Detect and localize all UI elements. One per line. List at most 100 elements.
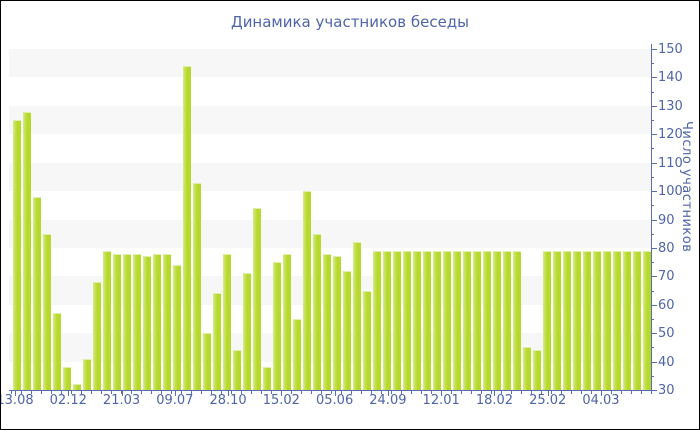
y-tick-label: 80 xyxy=(658,240,675,256)
bar xyxy=(343,270,351,390)
x-tick-label: 24.09 xyxy=(369,393,407,408)
bar xyxy=(263,367,271,390)
grid-band xyxy=(9,77,651,106)
bar xyxy=(223,253,231,390)
y-minor-tick xyxy=(651,176,654,178)
grid-band xyxy=(9,134,651,163)
y-minor-tick xyxy=(651,262,654,264)
bar xyxy=(283,253,291,390)
y-major-tick xyxy=(651,390,657,391)
x-minor-tick xyxy=(571,391,572,394)
x-tick-label: 04.03 xyxy=(582,393,620,408)
x-minor-tick xyxy=(551,391,552,394)
x-minor-tick xyxy=(371,391,372,394)
x-major-tick xyxy=(15,391,16,396)
bar xyxy=(393,250,401,390)
x-minor-tick xyxy=(491,391,492,394)
x-minor-tick xyxy=(561,391,562,394)
y-major-tick xyxy=(651,276,657,278)
grid-band xyxy=(9,162,651,192)
bar xyxy=(153,253,161,390)
y-minor-tick xyxy=(651,63,654,65)
x-minor-tick xyxy=(221,391,222,394)
bar xyxy=(463,250,471,390)
x-minor-tick xyxy=(241,391,242,394)
y-minor-tick xyxy=(651,347,654,349)
bar xyxy=(63,367,71,390)
x-minor-tick xyxy=(171,391,172,394)
bar xyxy=(533,350,541,390)
bar xyxy=(333,256,341,390)
bar xyxy=(553,250,561,390)
x-minor-tick xyxy=(51,391,52,394)
x-minor-tick xyxy=(651,391,652,394)
x-minor-tick xyxy=(291,391,292,394)
bar xyxy=(43,233,51,390)
bar xyxy=(203,333,211,390)
x-minor-tick xyxy=(131,391,132,394)
y-major-tick xyxy=(651,191,657,193)
x-minor-tick xyxy=(91,391,92,394)
x-minor-tick xyxy=(161,391,162,394)
bar xyxy=(623,250,631,390)
x-major-tick xyxy=(281,391,283,396)
bar xyxy=(503,250,511,390)
bar xyxy=(73,384,81,390)
bar xyxy=(593,250,601,390)
x-minor-tick xyxy=(351,391,352,394)
y-major-tick xyxy=(651,361,657,363)
x-minor-tick xyxy=(181,391,182,394)
x-minor-tick xyxy=(431,391,432,394)
y-tick-label: 90 xyxy=(658,212,675,228)
bar xyxy=(543,250,551,390)
x-minor-tick xyxy=(391,391,392,394)
bar xyxy=(613,250,621,390)
y-tick-label: 40 xyxy=(658,354,675,370)
x-minor-tick xyxy=(411,391,412,394)
x-minor-tick xyxy=(631,391,632,394)
x-minor-tick xyxy=(401,391,402,394)
y-tick-label: 150 xyxy=(658,42,683,57)
x-minor-tick xyxy=(251,391,252,394)
x-minor-tick xyxy=(481,391,482,394)
bar xyxy=(23,111,31,390)
x-minor-tick xyxy=(311,391,312,394)
bar xyxy=(13,120,21,390)
x-tick-label: 25.02 xyxy=(529,393,567,408)
x-minor-tick xyxy=(621,391,622,394)
bar xyxy=(143,256,151,390)
bar xyxy=(413,250,421,390)
bar xyxy=(483,250,491,390)
x-major-tick xyxy=(68,391,70,396)
x-minor-tick xyxy=(111,391,112,394)
x-tick-label: 09.07 xyxy=(156,393,194,408)
y-tick-label: 130 xyxy=(658,98,683,114)
y-axis-title: Число участников xyxy=(679,121,694,253)
y-tick-label: 110 xyxy=(658,155,683,171)
x-tick-label: 02.12 xyxy=(49,393,87,408)
y-tick-label: 30 xyxy=(658,383,675,398)
y-minor-tick xyxy=(651,375,654,377)
x-tick-label: 13.08 xyxy=(0,393,34,408)
bar xyxy=(633,250,641,390)
bar xyxy=(133,253,141,390)
y-major-tick xyxy=(651,105,657,107)
y-minor-tick xyxy=(651,120,654,122)
x-minor-tick xyxy=(321,391,322,394)
x-minor-tick xyxy=(591,391,592,394)
x-minor-tick xyxy=(521,391,522,394)
x-minor-tick xyxy=(461,391,462,394)
x-minor-tick xyxy=(11,391,12,394)
bar xyxy=(83,358,91,390)
bar xyxy=(513,250,521,390)
chart-title: Динамика участников беседы xyxy=(230,13,470,31)
bar xyxy=(113,253,121,390)
x-major-tick xyxy=(441,391,443,396)
x-minor-tick xyxy=(61,391,62,394)
x-minor-tick xyxy=(381,391,382,394)
x-tick-label: 21.03 xyxy=(102,393,141,408)
y-minor-tick xyxy=(651,233,654,235)
x-minor-tick xyxy=(301,391,302,394)
x-minor-tick xyxy=(231,391,232,394)
x-minor-tick xyxy=(341,391,342,394)
